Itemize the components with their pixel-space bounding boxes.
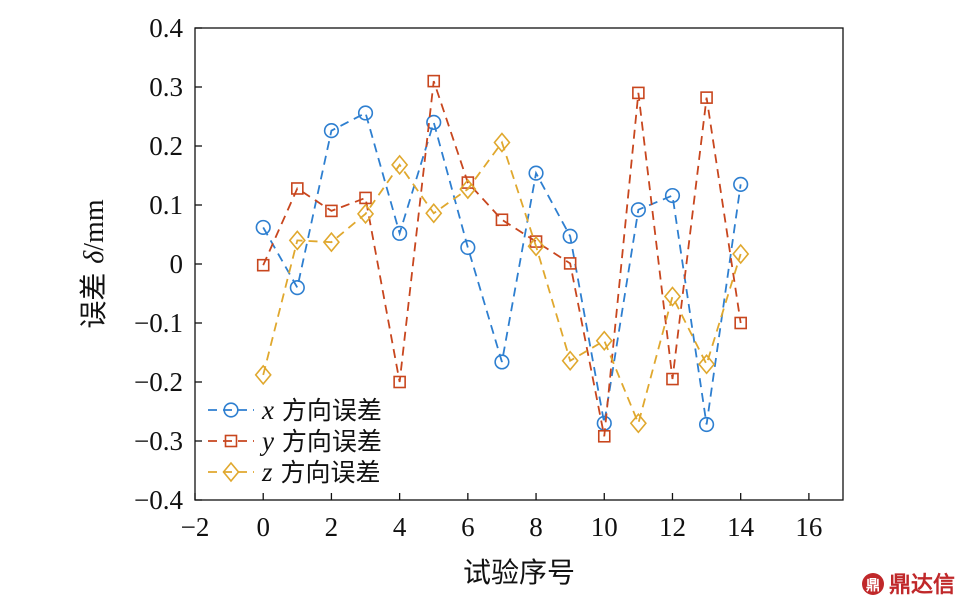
data-point-x — [698, 416, 715, 433]
data-point-z — [288, 230, 306, 251]
data-point-x — [664, 187, 681, 204]
legend-entry-y: y 方向误差 — [208, 426, 382, 456]
data-point-x — [528, 165, 544, 181]
x-tick-label: 0 — [256, 512, 270, 542]
data-point-z — [595, 330, 613, 351]
y-axis-title-symbol: δ — [79, 250, 110, 264]
data-point-x — [357, 105, 374, 121]
watermark-text: 鼎达信 — [889, 572, 955, 598]
y-tick-label: −0.2 — [134, 367, 183, 397]
legend-label-x: x 方向误差 — [261, 395, 382, 425]
series-line-z — [262, 140, 742, 427]
y-axis-title: 误差 δ/mm — [77, 199, 110, 328]
watermark-logo-glyph: 鼎 — [866, 577, 880, 594]
data-point-z — [561, 350, 579, 372]
axes: −2 0 2 4 6 8 10 12 14 16 0.4 0.3 0.2 0.1 0 −0.1 −0.2 −0.3… — [77, 13, 844, 589]
data-point-y — [734, 316, 747, 330]
x-tick-label: 8 — [529, 512, 543, 542]
series-z — [254, 132, 750, 434]
legend-entry-z: z 方向误差 — [208, 457, 380, 487]
legend-var-y: y — [259, 426, 274, 456]
y-tick-label: 0 — [170, 249, 184, 279]
data-point-y — [597, 429, 611, 443]
legend-text-z: 方向误差 — [273, 458, 381, 487]
data-point-z — [391, 154, 409, 176]
data-point-y — [427, 74, 441, 88]
plot-area — [254, 74, 750, 443]
y-axis-title-unit: /mm — [79, 199, 110, 251]
x-tick-label: −2 — [181, 512, 210, 542]
data-point-y — [325, 204, 338, 218]
y-tick-label: −0.3 — [134, 426, 183, 456]
data-point-y — [256, 258, 270, 272]
data-point-z — [527, 236, 545, 257]
data-point-z — [629, 413, 647, 434]
data-point-x — [255, 219, 271, 236]
data-point-z — [254, 364, 272, 386]
data-point-y — [495, 213, 509, 227]
data-point-y — [291, 182, 304, 195]
x-tick-label: 10 — [591, 512, 618, 542]
legend-entry-x: x 方向误差 — [208, 395, 382, 425]
data-point-y — [359, 191, 372, 205]
data-point-x — [630, 202, 646, 218]
series-line-y — [262, 80, 742, 437]
series-x — [255, 105, 749, 433]
data-point-y — [700, 91, 713, 104]
legend-var-z: z — [261, 457, 273, 487]
data-point-x — [323, 123, 340, 139]
legend-marker-z — [222, 461, 240, 483]
data-point-y — [393, 375, 406, 389]
legend-text-x: 方向误差 — [274, 396, 382, 425]
data-point-x — [392, 225, 408, 241]
x-tick-label: 12 — [659, 512, 686, 542]
legend-marker-y — [224, 434, 238, 448]
data-point-z — [356, 203, 375, 225]
y-tick-label: 0.3 — [149, 72, 183, 102]
legend-text-y: 方向误差 — [274, 427, 382, 456]
x-tick-label: 6 — [461, 512, 475, 542]
data-point-z — [425, 203, 443, 224]
x-tick-label: 16 — [795, 512, 822, 542]
y-tick-label: −0.4 — [134, 485, 183, 515]
watermark: 鼎 鼎达信 — [862, 572, 955, 598]
data-point-z — [663, 286, 682, 307]
y-axis-title-main: 误差 — [77, 264, 110, 329]
data-point-y — [563, 257, 577, 270]
data-point-x — [494, 354, 510, 370]
legend-var-x: x — [261, 395, 274, 425]
x-tick-label: 14 — [727, 512, 755, 542]
x-axis-title: 试验序号 — [463, 556, 575, 589]
data-point-x — [562, 228, 578, 244]
watermark-logo-icon — [862, 573, 884, 595]
data-point-z — [322, 231, 340, 253]
data-point-z — [698, 354, 716, 375]
y-tick-label: 0.1 — [149, 190, 183, 220]
legend-label-y: y 方向误差 — [259, 426, 382, 456]
series-line-x — [262, 111, 742, 425]
data-point-x — [460, 239, 476, 256]
y-tick-label: −0.1 — [134, 308, 183, 338]
legend-marker-x — [223, 402, 239, 418]
data-point-y — [632, 86, 645, 100]
y-tick-label: 0.2 — [149, 131, 183, 161]
x-tick-label: 2 — [325, 512, 339, 542]
data-point-z — [493, 132, 511, 153]
series-y — [256, 74, 747, 443]
data-point-x — [426, 114, 442, 130]
data-point-z — [732, 243, 750, 265]
data-point-x — [289, 280, 305, 296]
data-point-z — [459, 178, 477, 200]
legend-label-z: z 方向误差 — [261, 457, 380, 487]
y-tick-label: 0.4 — [149, 13, 183, 43]
x-tick-label: 4 — [393, 512, 407, 542]
data-point-y — [666, 372, 679, 386]
data-point-x — [733, 176, 749, 192]
